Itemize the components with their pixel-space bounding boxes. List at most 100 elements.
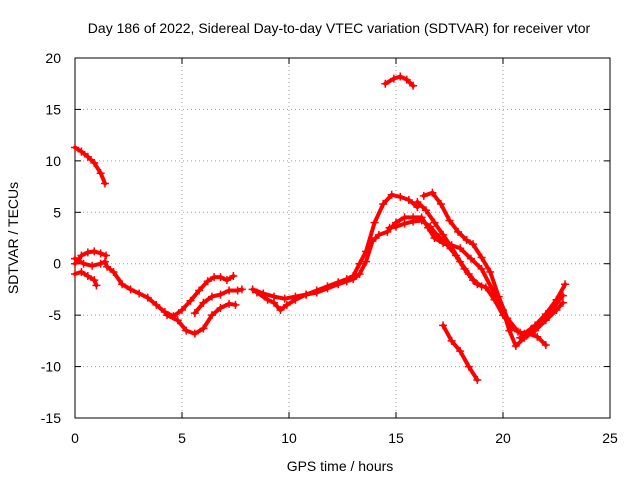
data-point bbox=[396, 72, 405, 81]
data-point bbox=[541, 340, 550, 349]
data-series bbox=[71, 72, 570, 384]
data-point bbox=[462, 236, 471, 245]
y-tick-label: -5 bbox=[49, 307, 62, 323]
data-point bbox=[280, 294, 289, 303]
data-point bbox=[520, 329, 529, 338]
data-point bbox=[263, 295, 272, 304]
data-point bbox=[103, 262, 112, 271]
data-point bbox=[96, 169, 105, 178]
data-point bbox=[409, 217, 418, 226]
data-point bbox=[182, 326, 191, 335]
grid bbox=[75, 58, 610, 418]
y-tick-label: -10 bbox=[41, 359, 61, 375]
data-point bbox=[516, 333, 525, 342]
data-point bbox=[402, 75, 411, 84]
data-point bbox=[190, 329, 199, 338]
data-point bbox=[90, 247, 99, 256]
data-point bbox=[96, 249, 105, 258]
data-point bbox=[355, 259, 364, 268]
data-point bbox=[178, 306, 186, 314]
data-point bbox=[389, 74, 398, 83]
data-point bbox=[533, 332, 542, 341]
plot-frame bbox=[74, 57, 611, 419]
data-point bbox=[436, 200, 445, 209]
data-point bbox=[439, 230, 448, 239]
data-point bbox=[71, 270, 79, 278]
data-point bbox=[541, 310, 550, 319]
data-point bbox=[494, 292, 503, 301]
x-tick-label: 25 bbox=[602, 430, 618, 446]
data-point bbox=[370, 218, 379, 227]
data-point bbox=[216, 303, 225, 312]
series-arc-d bbox=[73, 256, 236, 319]
y-tick-label: 15 bbox=[45, 101, 61, 117]
data-point bbox=[381, 79, 390, 88]
data-point bbox=[90, 276, 99, 285]
x-tick-label: 0 bbox=[71, 430, 79, 446]
data-point bbox=[426, 222, 435, 231]
data-point bbox=[163, 311, 172, 320]
data-point bbox=[473, 280, 482, 289]
data-point bbox=[454, 227, 463, 236]
data-point bbox=[400, 219, 409, 228]
data-point bbox=[92, 281, 101, 290]
data-point bbox=[334, 280, 343, 289]
data-point bbox=[387, 190, 396, 199]
data-point bbox=[190, 309, 199, 318]
x-tick-label: 15 bbox=[388, 430, 404, 446]
data-point bbox=[507, 323, 516, 332]
data-point bbox=[276, 306, 285, 314]
x-axis-label: GPS time / hours bbox=[287, 458, 394, 474]
x-tick-label: 10 bbox=[281, 430, 297, 446]
chart-title: Day 186 of 2022, Sidereal Day-to-day VTE… bbox=[88, 20, 591, 36]
data-point bbox=[100, 179, 109, 188]
y-tick-label: 0 bbox=[53, 256, 61, 272]
data-point bbox=[417, 216, 426, 225]
data-point bbox=[362, 257, 371, 266]
data-point bbox=[152, 300, 161, 309]
data-point bbox=[466, 254, 475, 263]
data-point bbox=[222, 276, 231, 285]
data-point bbox=[473, 375, 482, 384]
data-point bbox=[216, 273, 225, 282]
data-point bbox=[259, 289, 268, 298]
data-point bbox=[100, 257, 109, 266]
data-point bbox=[342, 277, 351, 286]
data-point bbox=[71, 254, 79, 263]
data-point bbox=[413, 198, 422, 206]
data-point bbox=[349, 275, 358, 284]
data-point bbox=[419, 191, 428, 200]
data-point bbox=[323, 284, 332, 293]
y-tick-label: 10 bbox=[45, 153, 61, 169]
data-point bbox=[88, 261, 97, 270]
data-point bbox=[396, 192, 405, 201]
data-point bbox=[195, 286, 204, 295]
data-point bbox=[225, 286, 234, 295]
data-point bbox=[79, 259, 88, 268]
data-point bbox=[481, 283, 490, 292]
data-point bbox=[207, 311, 216, 320]
data-point bbox=[199, 298, 208, 307]
data-point bbox=[439, 321, 448, 330]
data-point bbox=[199, 324, 208, 333]
data-point bbox=[464, 270, 473, 278]
data-point bbox=[355, 270, 364, 278]
data-point bbox=[77, 267, 86, 276]
data-point bbox=[143, 293, 152, 302]
data-point bbox=[77, 147, 86, 156]
data-point bbox=[531, 321, 540, 330]
data-point bbox=[486, 267, 495, 276]
y-tick-label: 20 bbox=[45, 50, 61, 66]
x-tick-label: 5 bbox=[178, 430, 186, 446]
data-point bbox=[312, 288, 321, 297]
data-point bbox=[96, 259, 105, 268]
y-tick-label: 5 bbox=[53, 204, 61, 220]
data-point bbox=[490, 295, 499, 304]
data-point bbox=[374, 230, 383, 239]
data-point bbox=[558, 298, 567, 307]
data-point bbox=[379, 200, 388, 209]
data-point bbox=[77, 251, 86, 260]
data-point bbox=[464, 362, 473, 371]
